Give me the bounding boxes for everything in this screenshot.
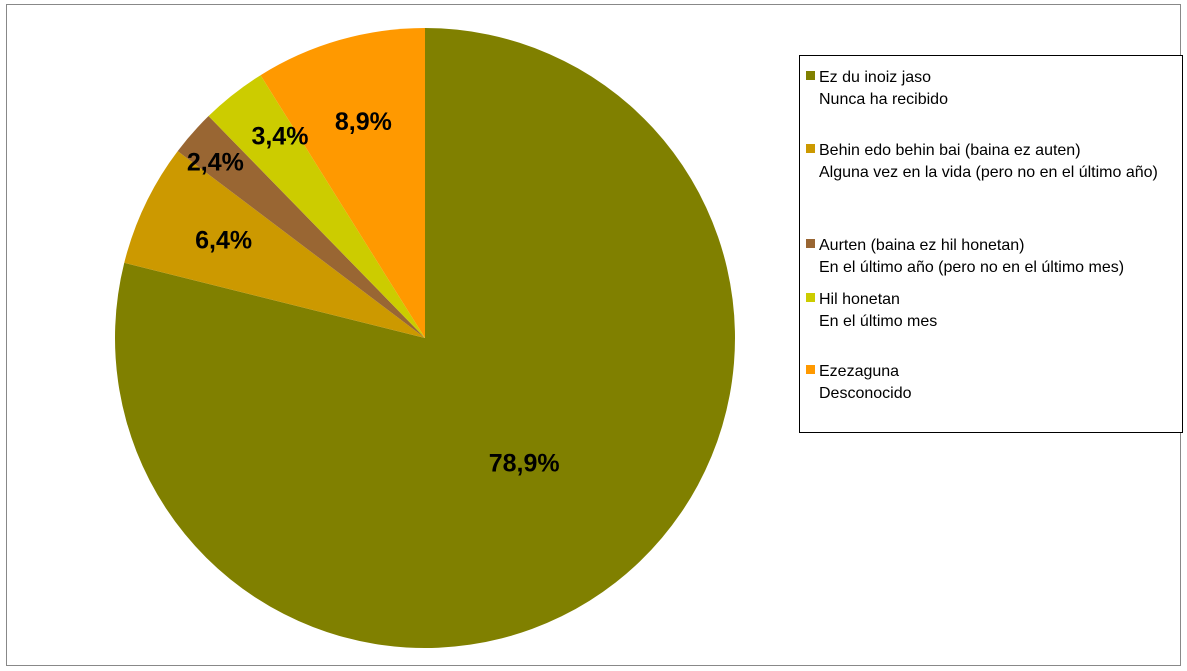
legend-label-es: En el último mes — [819, 313, 938, 330]
legend-label-es: En el último año (pero no en el último m… — [819, 259, 1125, 276]
slice-data-label-3: 3,4% — [251, 123, 308, 151]
slice-data-label-0: 78,9% — [489, 450, 560, 478]
legend-label-eu: Hil honetan — [819, 291, 900, 308]
legend-label-es: Desconocido — [819, 385, 912, 402]
legend-label-es: Alguna vez en la vida (pero no en el últ… — [819, 164, 1158, 181]
pie-slice-0 — [115, 28, 736, 648]
pie-slice-1 — [124, 151, 426, 338]
chart-legend: Ez du inoiz jaso Nunca ha recibido Behin… — [799, 55, 1183, 433]
legend-swatch-unknown — [806, 365, 815, 374]
legend-label-eu: Ezezaguna — [819, 363, 900, 380]
slice-data-label-2: 2,4% — [187, 148, 244, 176]
legend-label-eu: Ez du inoiz jaso — [819, 69, 932, 86]
pie-slice-3 — [208, 75, 425, 338]
legend-swatch-sometime — [806, 144, 815, 153]
pie-chart: 78,9% 6,4% 2,4%3,4% 8,9% — [115, 28, 736, 648]
pie-slice-4 — [260, 28, 425, 338]
legend-label-es: Nunca ha recibido — [819, 91, 948, 108]
legend-swatch-last-year — [806, 239, 815, 248]
slice-data-label-4: 8,9% — [335, 108, 392, 136]
slice-data-label-1: 6,4% — [195, 226, 252, 254]
legend-swatch-last-month — [806, 293, 815, 302]
legend-label-eu: Aurten (baina ez hil honetan) — [819, 237, 1025, 254]
pie-slice-2 — [177, 116, 425, 338]
legend-label-eu: Behin edo behin bai (baina ez auten) — [819, 142, 1081, 159]
chart-area: 78,9% 6,4% 2,4% 3,4% 8,9% Ez du inoiz jaso N… — [6, 4, 1183, 666]
legend-swatch-never — [806, 71, 815, 80]
